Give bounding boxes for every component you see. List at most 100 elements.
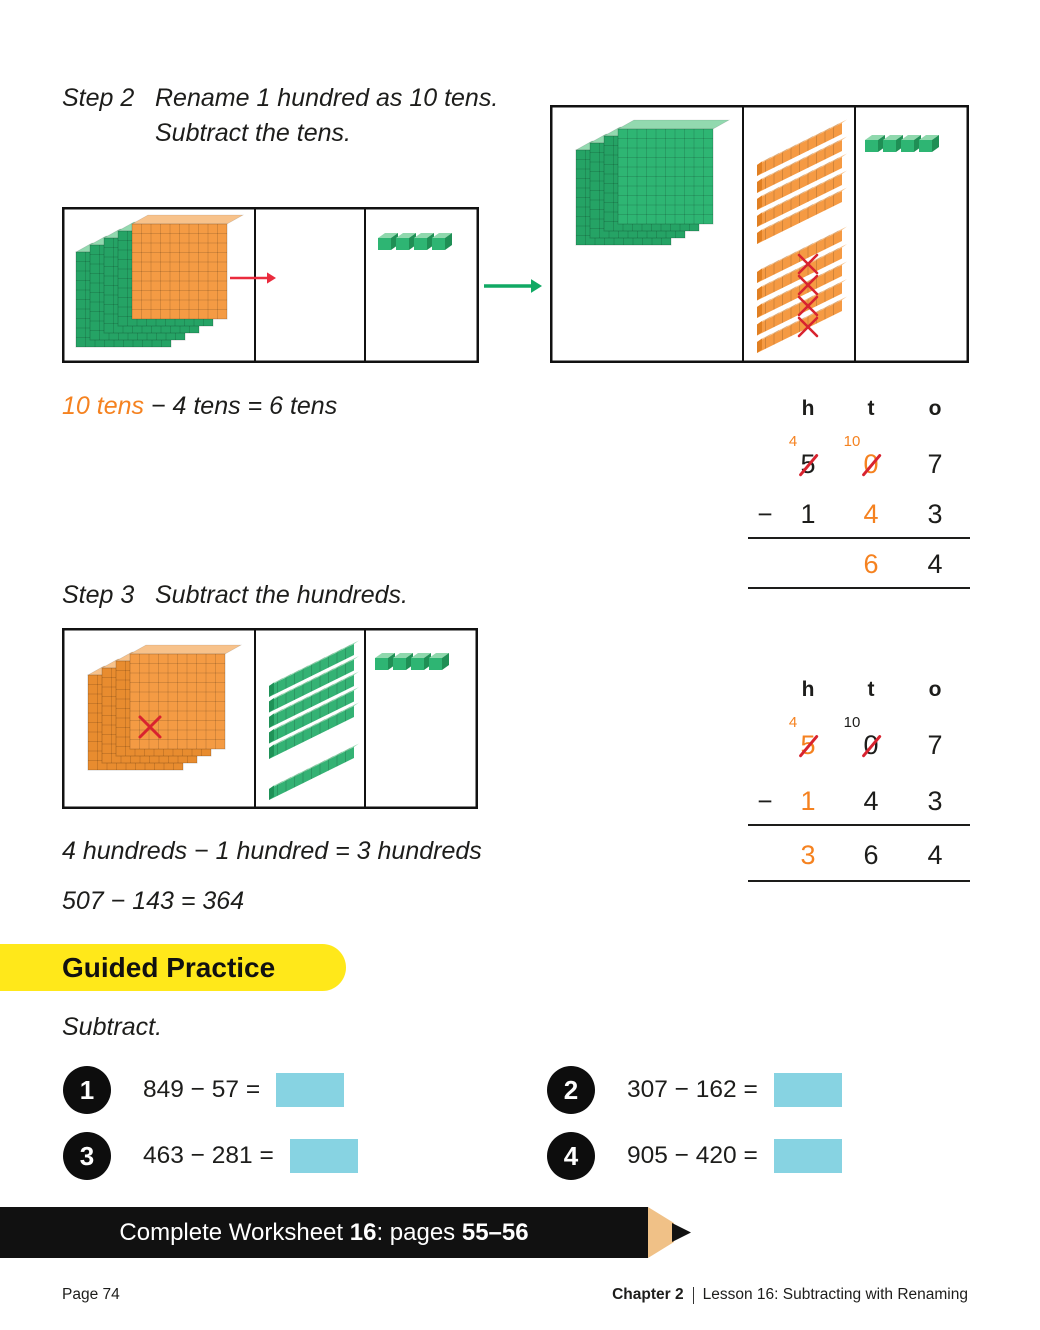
regrouped-digit: 4	[788, 433, 798, 450]
problem-2-number-badge: 2	[547, 1066, 595, 1114]
problem-4: 4 905 − 420 =	[547, 1132, 842, 1180]
problem-1-number-badge: 1	[63, 1066, 111, 1114]
step2-line1: Rename 1 hundred as 10 tens.	[155, 84, 499, 112]
green-arrow-icon	[484, 279, 542, 293]
place-value-chart-after	[550, 105, 969, 363]
result-digit: 4	[927, 840, 943, 870]
strike-through	[861, 734, 881, 758]
problem-4-answer-box[interactable]	[773, 1139, 842, 1173]
tens-sentence-rest: − 4 tens = 6 tens	[144, 392, 338, 420]
place-value-chart-step3	[62, 628, 478, 809]
bottom-line	[748, 587, 970, 589]
footer-lesson: Lesson 16: Subtracting with Renaming	[702, 1286, 968, 1303]
hundreds-sentence: 4 hundreds − 1 hundred = 3 hundreds	[62, 837, 482, 865]
minuend-digit: 0	[861, 730, 881, 760]
problem-1-expression: 849 − 57 =	[143, 1076, 261, 1103]
subtract-instruction: Subtract.	[62, 1013, 163, 1041]
column-header-o: o	[928, 397, 942, 420]
hundreds-flats	[574, 119, 731, 246]
result-digit: 3	[800, 840, 816, 870]
hundreds-flats	[86, 644, 243, 771]
ones-cubes	[865, 135, 939, 152]
ones-cubes	[375, 653, 449, 670]
subtrahend-digit: 3	[927, 499, 943, 529]
problem-3-expression: 463 − 281 =	[143, 1142, 274, 1169]
step2-line2: Subtract the tens.	[155, 119, 351, 147]
step3-label: Step 3	[62, 581, 135, 609]
banner-worksheet-number: 16	[349, 1219, 377, 1246]
place-value-chart-before	[62, 207, 479, 363]
guided-practice-title: Guided Practice	[62, 952, 276, 983]
tens-rods	[269, 640, 359, 800]
guided-practice-highlight: Guided Practice	[0, 944, 346, 991]
problem-2: 2 307 − 162 =	[547, 1066, 842, 1114]
minuend-digit: 5	[798, 449, 818, 479]
equation-sentence: 507 − 143 = 364	[62, 887, 245, 915]
answer-line	[748, 824, 970, 826]
banner-pages: 55–56	[461, 1219, 529, 1246]
problem-1-answer-box[interactable]	[276, 1073, 345, 1107]
problem-4-number: 4	[563, 1140, 579, 1171]
column-header-h: h	[801, 678, 815, 701]
column-header-o: o	[928, 678, 942, 701]
result-digit: 4	[927, 549, 943, 579]
problem-4-number-badge: 4	[547, 1132, 595, 1180]
column-header-t: t	[867, 397, 875, 420]
transition-arrow-icon	[484, 279, 542, 293]
column-header-h: h	[801, 397, 815, 420]
subtrahend-digit: 3	[927, 786, 943, 816]
subtraction-table-step3: h t o 4 10 5 0 7 −1 4 3 3 6 4	[748, 676, 970, 886]
banner-mid: : pages	[376, 1219, 462, 1246]
red-arrow-icon	[230, 272, 276, 284]
subtrahend-digit: 4	[863, 786, 879, 816]
answer-line	[748, 537, 970, 539]
tens-sentence: 10 tens − 4 tens = 6 tens	[62, 392, 337, 421]
tens-rods	[757, 119, 847, 353]
hundreds-flats	[74, 214, 245, 348]
page-number: Page 74	[62, 1286, 120, 1303]
strike-through	[798, 734, 818, 758]
crossed-out-marks	[797, 253, 819, 338]
minuend-digit: 0	[861, 449, 881, 479]
bottom-line	[748, 880, 970, 882]
banner-prefix: Complete Worksheet	[119, 1219, 350, 1246]
footer-divider	[692, 1286, 694, 1304]
footer-chapter-lesson: Chapter 2 Lesson 16: Subtracting with Re…	[612, 1286, 968, 1304]
subtrahend-digit: 1	[800, 499, 816, 529]
minuend-digit: 7	[927, 449, 943, 479]
regrouped-digit: 10	[843, 433, 861, 450]
minuend-digit: 5	[798, 730, 818, 760]
footer-chapter: Chapter 2	[612, 1286, 684, 1303]
problem-2-expression: 307 − 162 =	[627, 1076, 758, 1103]
subtrahend-digit: 1	[800, 786, 816, 816]
problem-3: 3 463 − 281 =	[63, 1132, 358, 1180]
pencil-tip-icon	[648, 1207, 691, 1258]
result-digit: 6	[863, 840, 879, 870]
subtrahend-digit: 4	[863, 499, 879, 529]
problem-3-number: 3	[79, 1140, 95, 1171]
problem-3-number-badge: 3	[63, 1132, 111, 1180]
problem-4-expression: 905 − 420 =	[627, 1142, 758, 1169]
minus-sign: −	[757, 786, 773, 816]
ones-cubes	[378, 233, 452, 250]
problem-3-answer-box[interactable]	[289, 1139, 358, 1173]
strike-through	[861, 453, 881, 477]
regrouped-digit: 10	[843, 714, 861, 731]
problem-1-number: 1	[79, 1074, 95, 1105]
strike-through	[798, 453, 818, 477]
subtraction-table-step2: h t o 4 10 5 0 7 −1 4 3 6 4	[748, 397, 970, 593]
column-header-t: t	[867, 678, 875, 701]
problem-1: 1 849 − 57 =	[63, 1066, 345, 1114]
step3-text: Subtract the hundreds.	[155, 581, 408, 609]
crossed-out-mark	[138, 715, 162, 739]
regrouped-digit: 4	[788, 714, 798, 731]
problem-2-answer-box[interactable]	[773, 1073, 842, 1107]
step2-label: Step 2	[62, 84, 135, 112]
minus-sign: −	[757, 499, 773, 529]
tens-sentence-highlight: 10 tens	[62, 392, 145, 420]
worksheet-banner: Complete Worksheet 16: pages 55–56	[0, 1207, 648, 1258]
result-digit: 6	[863, 549, 879, 579]
problem-2-number: 2	[563, 1074, 579, 1105]
minuend-digit: 7	[927, 730, 943, 760]
